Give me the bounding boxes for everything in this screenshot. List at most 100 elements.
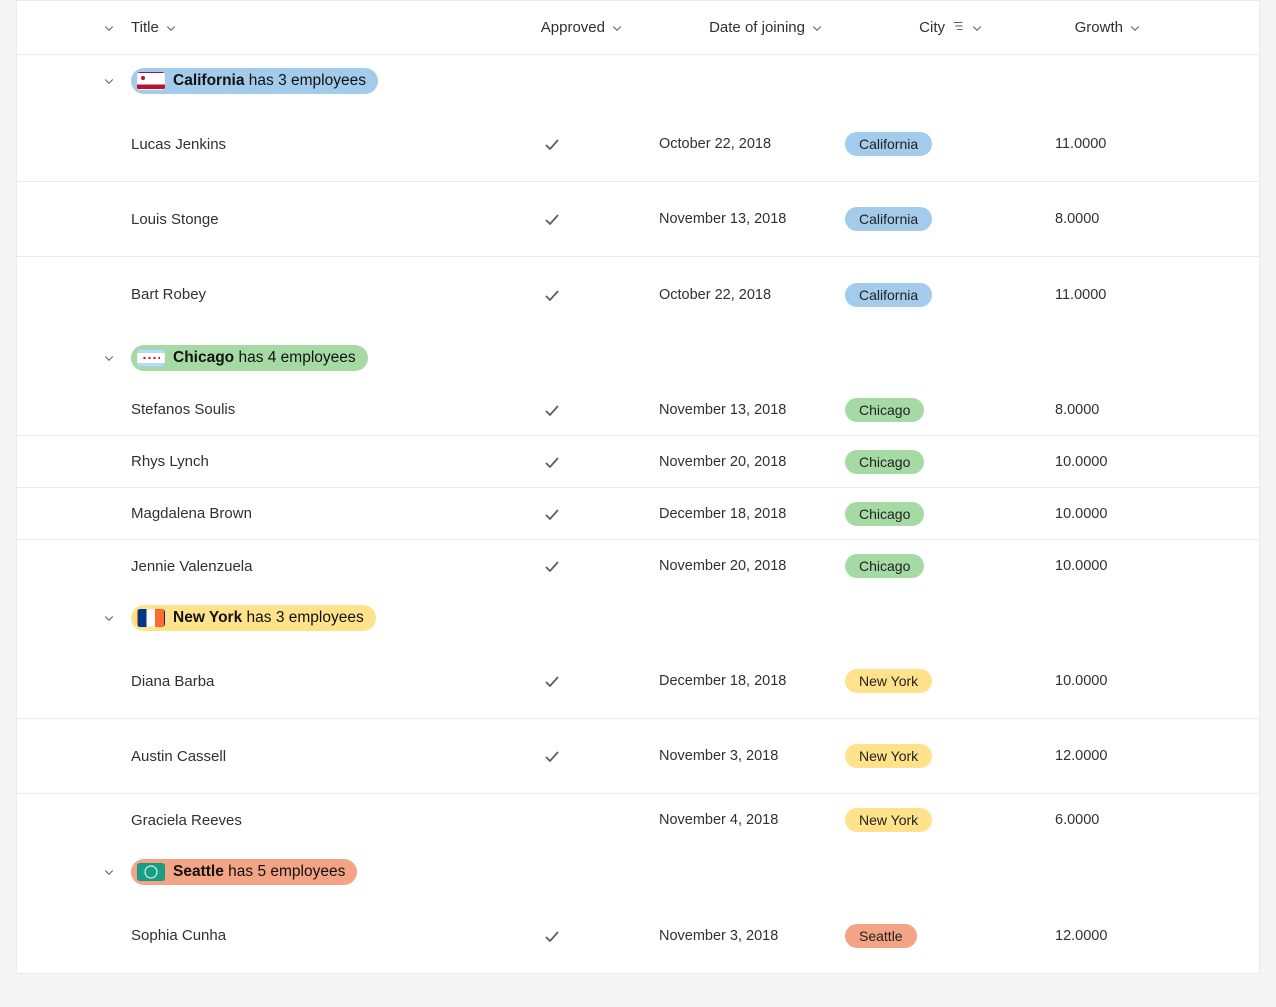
table-row[interactable]: Diana Barba December 18, 2018 New York 10.0… [17, 644, 1259, 719]
group-header-california: California has 3 employees [17, 55, 1259, 107]
column-header-label: Approved [541, 19, 605, 36]
cell-approved [481, 211, 631, 227]
flag-icon [137, 349, 165, 367]
collapse-all-icon[interactable] [103, 22, 115, 34]
flag-icon [137, 609, 165, 627]
cell-city: New York [831, 744, 991, 768]
group-pill[interactable]: New York has 3 employees [131, 605, 376, 631]
group-name: California has 3 employees [173, 72, 366, 90]
city-pill: Chicago [845, 502, 924, 526]
table-row[interactable]: Graciela ReevesNovember 4, 2018New York6… [17, 794, 1259, 846]
city-pill: Chicago [845, 554, 924, 578]
cell-approved [481, 454, 631, 470]
cell-city: Seattle [831, 924, 991, 948]
group-name: New York has 3 employees [173, 609, 364, 627]
cell-date: November 13, 2018 [631, 402, 831, 418]
group-header-newyork: New York has 3 employees [17, 592, 1259, 644]
cell-date: November 3, 2018 [631, 928, 831, 944]
flag-icon [137, 72, 165, 90]
cell-title: Magdalena Brown [131, 505, 481, 522]
cell-growth: 12.0000 [991, 748, 1171, 764]
chevron-down-icon [165, 22, 177, 34]
city-pill: New York [845, 744, 932, 768]
grouped-by-icon [951, 19, 965, 37]
table-row[interactable]: Sophia Cunha November 3, 2018 Seattle 12.00… [17, 898, 1259, 973]
cell-growth: 12.0000 [991, 928, 1171, 944]
cell-title: Louis Stonge [131, 211, 481, 228]
group-pill[interactable]: Chicago has 4 employees [131, 345, 368, 371]
cell-growth: 8.0000 [991, 211, 1171, 227]
chevron-down-icon [811, 22, 823, 34]
group-collapse-toggle[interactable] [87, 75, 131, 87]
city-pill: Chicago [845, 450, 924, 474]
column-header-label: Growth [1075, 19, 1123, 36]
city-pill: New York [845, 669, 932, 693]
cell-growth: 10.0000 [991, 506, 1171, 522]
cell-city: California [831, 207, 991, 231]
cell-title: Graciela Reeves [131, 812, 481, 829]
group-header-seattle: Seattle has 5 employees [17, 846, 1259, 898]
cell-approved [481, 558, 631, 574]
city-pill: California [845, 132, 932, 156]
cell-date: October 22, 2018 [631, 287, 831, 303]
cell-city: New York [831, 669, 991, 693]
cell-title: Jennie Valenzuela [131, 558, 481, 575]
cell-title: Stefanos Soulis [131, 401, 481, 418]
group-pill[interactable]: California has 3 employees [131, 68, 378, 94]
table-row[interactable]: Rhys LynchNovember 20, 2018Chicago10.000… [17, 436, 1259, 488]
cell-city: Chicago [831, 398, 991, 422]
table-row[interactable]: Austin Cassell November 3, 2018 New York 12… [17, 719, 1259, 794]
cell-title: Rhys Lynch [131, 453, 481, 470]
cell-city: Chicago [831, 502, 991, 526]
cell-date: November 20, 2018 [631, 558, 831, 574]
cell-approved [481, 673, 631, 689]
table-header: Title Approved Date of joining City [17, 1, 1259, 55]
group-pill[interactable]: Seattle has 5 employees [131, 859, 357, 885]
column-header-city[interactable]: City [831, 19, 991, 37]
group-header-chicago: Chicago has 4 employees [17, 332, 1259, 384]
table-row[interactable]: Bart RobeyOctober 22, 2018California11.0… [17, 257, 1259, 332]
group-collapse-toggle[interactable] [87, 352, 131, 364]
group-name: Seattle has 5 employees [173, 863, 345, 881]
cell-city: California [831, 132, 991, 156]
cell-approved [481, 748, 631, 764]
column-header-date[interactable]: Date of joining [631, 19, 831, 36]
table-row[interactable]: Magdalena BrownDecember 18, 2018Chicago1… [17, 488, 1259, 540]
table-row[interactable]: Stefanos SoulisNovember 13, 2018Chicago8… [17, 384, 1259, 436]
cell-growth: 6.0000 [991, 812, 1171, 828]
cell-growth: 10.0000 [991, 454, 1171, 470]
cell-date: November 4, 2018 [631, 812, 831, 828]
city-pill: Seattle [845, 924, 917, 948]
table-row[interactable]: Louis Stonge November 13, 2018California8… [17, 182, 1259, 257]
column-header-label: City [919, 19, 945, 36]
cell-title: Diana Barba [131, 673, 481, 690]
city-pill: Chicago [845, 398, 924, 422]
employees-table: Title Approved Date of joining City [16, 0, 1260, 974]
cell-approved [481, 287, 631, 303]
cell-growth: 10.0000 [991, 673, 1171, 689]
group-collapse-toggle[interactable] [87, 866, 131, 878]
cell-title: Lucas Jenkins [131, 136, 481, 153]
column-header-approved[interactable]: Approved [481, 19, 631, 36]
column-header-growth[interactable]: Growth [991, 19, 1171, 36]
cell-growth: 10.0000 [991, 558, 1171, 574]
cell-date: November 13, 2018 [631, 211, 831, 227]
cell-growth: 11.0000 [991, 287, 1171, 303]
column-header-title[interactable]: Title [131, 19, 481, 36]
cell-growth: 11.0000 [991, 136, 1171, 152]
cell-city: Chicago [831, 450, 991, 474]
cell-date: December 18, 2018 [631, 673, 831, 689]
group-collapse-toggle[interactable] [87, 612, 131, 624]
cell-title: Sophia Cunha [131, 927, 481, 944]
cell-date: November 3, 2018 [631, 748, 831, 764]
group-name: Chicago has 4 employees [173, 349, 356, 367]
cell-title: Austin Cassell [131, 748, 481, 765]
column-header-label: Date of joining [709, 19, 805, 36]
flag-icon [137, 863, 165, 881]
cell-approved [481, 136, 631, 152]
chevron-down-icon [1129, 22, 1141, 34]
cell-city: California [831, 283, 991, 307]
table-row[interactable]: Jennie Valenzuela November 20, 2018 Chicag… [17, 540, 1259, 592]
table-row[interactable]: Lucas JenkinsOctober 22, 2018California1… [17, 107, 1259, 182]
city-pill: California [845, 283, 932, 307]
